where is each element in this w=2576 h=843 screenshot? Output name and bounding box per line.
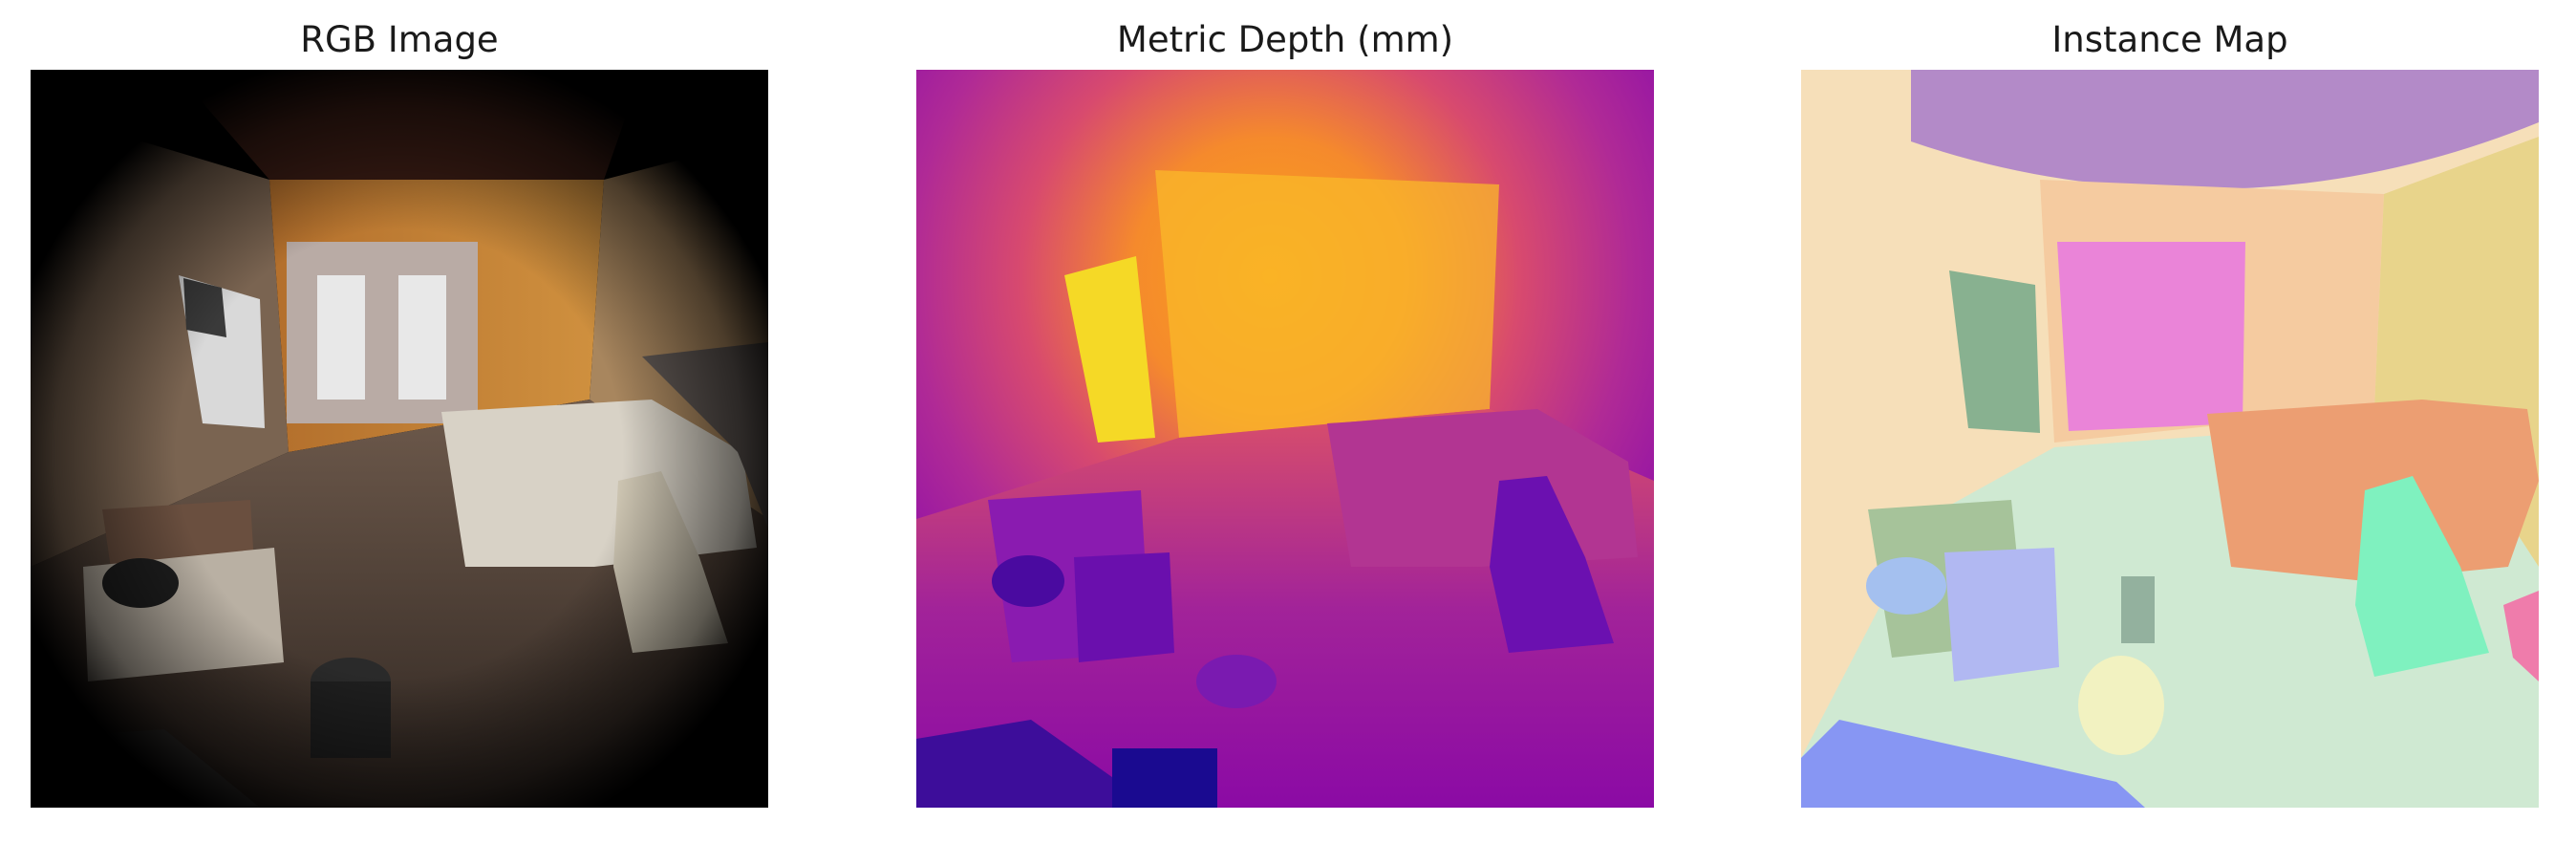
- rgb-panel: RGB Image: [31, 0, 768, 843]
- depth-door: [1064, 256, 1155, 443]
- instance-image: [1801, 70, 2539, 808]
- depth-sofa: [916, 720, 1155, 808]
- instance-ceiling: [1911, 70, 2539, 189]
- rgb-panel-title: RGB Image: [300, 19, 499, 60]
- instance-door: [1949, 270, 2040, 433]
- instance-armchair: [2355, 476, 2489, 677]
- depth-near-object: [1112, 748, 1217, 808]
- depth-panel-title: Metric Depth (mm): [1116, 19, 1454, 60]
- depth-image: [916, 70, 1654, 808]
- depth-round-table: [992, 555, 1064, 607]
- rgb-image: [31, 70, 768, 808]
- instance-stool: [1944, 548, 2059, 681]
- instance-right-object: [2503, 591, 2539, 681]
- depth-armchair: [1490, 476, 1614, 653]
- instance-bin: [2078, 656, 2164, 755]
- instance-panel: Instance Map: [1801, 0, 2539, 843]
- instance-sofa: [1801, 720, 2145, 808]
- instance-window: [2057, 242, 2245, 431]
- instance-panel-title: Instance Map: [2051, 19, 2288, 60]
- depth-panel: Metric Depth (mm): [916, 0, 1654, 843]
- depth-stool: [1074, 552, 1174, 662]
- instance-round-table: [1866, 557, 1946, 615]
- depth-bin: [1196, 655, 1277, 708]
- instance-lamp: [2121, 576, 2155, 643]
- depth-back-wall: [1155, 170, 1499, 438]
